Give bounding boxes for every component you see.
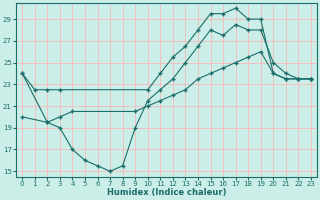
X-axis label: Humidex (Indice chaleur): Humidex (Indice chaleur) — [107, 188, 226, 197]
